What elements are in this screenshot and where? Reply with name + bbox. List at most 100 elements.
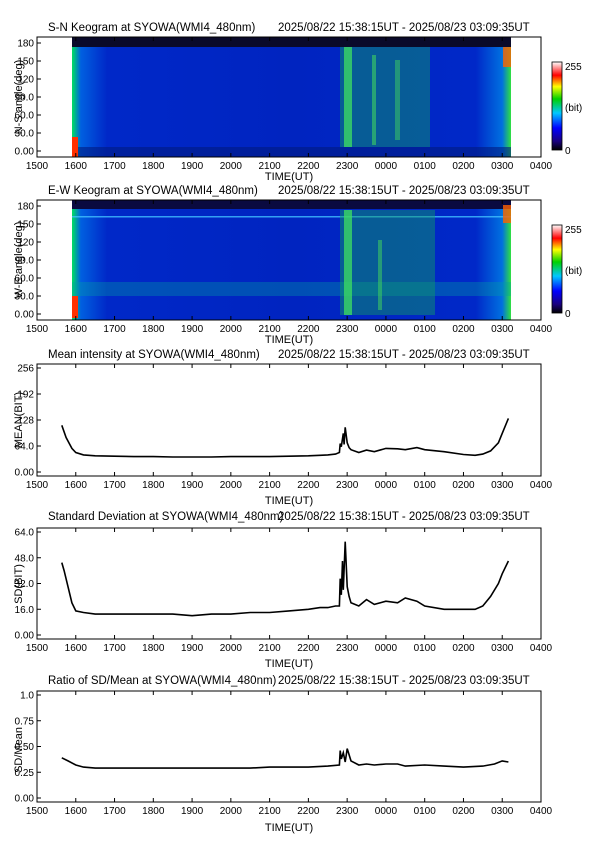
ew-left-edge-glow	[72, 296, 78, 318]
ew-colorbar: 255 (bit) 0	[551, 224, 582, 320]
mean-ytick-label: 128	[17, 416, 34, 427]
mean-xtick-label: 0100	[414, 480, 437, 491]
sn-xtick-label: 1700	[103, 161, 126, 172]
ew-xtick-label: 2100	[258, 324, 281, 335]
sn-ylabel: N-S angle(deg)	[13, 60, 25, 135]
sn-xtick-label: 2200	[297, 161, 320, 172]
sn-ytick-label: 0.00	[15, 147, 35, 158]
sn-xtick-label: 0000	[375, 161, 398, 172]
ratio-xtick-label: 0000	[375, 806, 398, 817]
ew-ytick-label: 30.0	[15, 292, 35, 303]
ratio-ylabel: SD/Mean	[13, 727, 25, 773]
ew-bright-line	[72, 216, 511, 218]
sd-xtick-label: 0300	[491, 643, 514, 654]
ew-xtick-label: 2200	[297, 324, 320, 335]
sn-y-ticks: 0.00 30.0 60.0 90.0 120 150 180	[15, 39, 41, 158]
ratio-xtick-label: 0300	[491, 806, 514, 817]
ratio-frame	[36, 690, 542, 803]
ratio-title: Ratio of SD/Mean at SYOWA(WMI4_480nm)	[48, 675, 277, 687]
mean-frame	[36, 363, 542, 477]
ew-heatmap	[72, 200, 511, 320]
mean-xtick-label: 0000	[375, 480, 398, 491]
mean-xtick-label: 1600	[65, 480, 88, 491]
sd-ytick-label: 16.0	[15, 605, 35, 616]
ew-xtick-label: 1600	[65, 324, 88, 335]
ratio-xtick-label: 0200	[452, 806, 475, 817]
ew-right-edge-glow	[503, 205, 511, 223]
sd-frame	[36, 527, 542, 640]
mean-xtick-label: 0300	[491, 480, 514, 491]
sn-colorbar-max: 255	[565, 62, 582, 73]
ew-title: E-W Keogram at SYOWA(WMI4_480nm)	[48, 185, 258, 197]
ew-ytick-label: 150	[17, 220, 34, 231]
ratio-ytick-label: 0.50	[15, 742, 35, 753]
mean-xtick-label: 1500	[26, 480, 49, 491]
mean-title: Mean intensity at SYOWA(WMI4_480nm)	[48, 349, 260, 361]
ew-heatmap-body	[72, 200, 511, 320]
ratio-x-ticks: 1500 1600 1700 1800 1900 2000 2100 2200 2300 0000…	[26, 691, 553, 817]
ratio-xtick-label: 1700	[103, 806, 126, 817]
ew-xtick-label: 2300	[336, 324, 359, 335]
ew-colorbar-max: 255	[565, 225, 582, 236]
sn-ytick-label: 30.0	[15, 129, 35, 140]
ew-x-ticks: 1500 1600 1700 1800 1900 2000 2100 2200 2300 0000…	[26, 200, 553, 335]
ew-xtick-label: 0100	[414, 324, 437, 335]
ew-ytick-label: 60.0	[15, 274, 35, 285]
sn-xtick-label: 2000	[220, 161, 243, 172]
ratio-xtick-label: 0400	[530, 806, 553, 817]
sd-xtick-label: 0400	[530, 643, 553, 654]
sd-panel: Standard Deviation at SYOWA(WMI4_480nm) …	[13, 511, 553, 670]
ew-lower-band	[72, 282, 511, 296]
sn-heatmap-body	[72, 37, 511, 157]
sn-xtick-label: 1500	[26, 161, 49, 172]
sn-keogram-panel: S-N Keogram at SYOWA(WMI4_480nm) 2025/08…	[13, 22, 582, 183]
sn-xtick-label: 1800	[142, 161, 165, 172]
sn-colorbar-min: 0	[565, 146, 571, 157]
ew-xtick-label: 1800	[142, 324, 165, 335]
sn-right-edge-glow	[503, 47, 511, 67]
mean-time-range: 2025/08/22 15:38:15UT - 2025/08/23 03:09…	[278, 349, 530, 361]
ew-ytick-label: 120	[17, 238, 34, 249]
sn-top-dark-band	[72, 37, 511, 47]
sd-ytick-label: 48.0	[15, 553, 35, 564]
sn-colorbar: 255 (bit) 0	[551, 61, 582, 157]
mean-xtick-label: 2300	[336, 480, 359, 491]
sd-ylabel: SD(BIT)	[13, 564, 25, 604]
sd-xtick-label: 2000	[220, 643, 243, 654]
ratio-xtick-label: 0100	[414, 806, 437, 817]
ew-y-ticks: 0.00 30.0 60.0 90.0 120 150 180	[15, 202, 41, 321]
ew-time-range: 2025/08/22 15:38:15UT - 2025/08/23 03:09…	[278, 185, 530, 197]
ew-top-dark-band	[72, 200, 511, 209]
sd-series-line	[61, 541, 510, 617]
sn-ytick-label: 150	[17, 57, 34, 68]
sd-ytick-label: 32.0	[15, 579, 35, 590]
ratio-ytick-label: 0.25	[15, 768, 35, 779]
mean-xtick-label: 0400	[530, 480, 553, 491]
sd-time-range: 2025/08/22 15:38:15UT - 2025/08/23 03:09…	[278, 511, 530, 523]
mean-y-ticks: 0.00 64.0 128 192 256	[15, 364, 41, 479]
ratio-y-ticks: 0.00 0.25 0.50 0.75 1.0	[15, 691, 41, 805]
sd-xtick-label: 0000	[375, 643, 398, 654]
mean-xtick-label: 0200	[452, 480, 475, 491]
sn-time-range: 2025/08/22 15:38:15UT - 2025/08/23 03:09…	[278, 22, 530, 34]
sn-auroral-streak-1	[344, 47, 352, 147]
sd-xtick-label: 2100	[258, 643, 281, 654]
sd-xtick-label: 1700	[103, 643, 126, 654]
sd-xtick-label: 1600	[65, 643, 88, 654]
ew-auroral-region	[340, 210, 435, 315]
ratio-ytick-label: 0.00	[15, 794, 35, 805]
sn-title: S-N Keogram at SYOWA(WMI4_480nm)	[48, 22, 255, 34]
sd-x-ticks: 1500 1600 1700 1800 1900 2000 2100 2200 2300 0000…	[26, 528, 553, 654]
ew-ytick-label: 90.0	[15, 256, 35, 267]
sn-ytick-label: 180	[17, 39, 34, 50]
ew-xtick-label: 0200	[452, 324, 475, 335]
sd-xtick-label: 1800	[142, 643, 165, 654]
ratio-panel: Ratio of SD/Mean at SYOWA(WMI4_480nm) 20…	[13, 675, 553, 834]
sn-auroral-streak-3	[395, 60, 400, 140]
ew-ylabel: W-E angle(deg)	[13, 222, 25, 299]
sn-xtick-label: 2100	[258, 161, 281, 172]
sd-xtick-label: 1900	[181, 643, 204, 654]
mean-series-line	[61, 418, 510, 458]
mean-xtick-label: 1700	[103, 480, 126, 491]
